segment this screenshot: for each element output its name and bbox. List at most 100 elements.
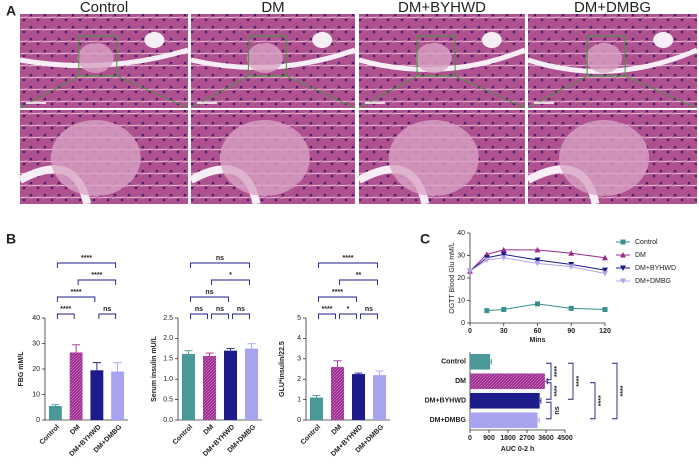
bar [372, 375, 387, 420]
y-tick-label: Control [441, 359, 466, 366]
significance-label: ns [195, 306, 203, 313]
significance-bracket [98, 313, 117, 319]
zoom-box [247, 35, 287, 77]
y-tick-label: 10 [457, 297, 465, 304]
panel-label: A [6, 3, 16, 19]
y-tick-label: 30 [32, 340, 40, 347]
error-bar [72, 344, 81, 353]
bar [330, 366, 345, 420]
y-tick-label: 5 [297, 315, 301, 322]
y-tick-label: 10 [32, 391, 40, 398]
significance-bracket [211, 279, 250, 285]
error-bar [312, 395, 321, 398]
marker [568, 250, 575, 256]
y-tick-label: DM+BYHWD [425, 398, 466, 405]
legend-label: DM+BYHWD [635, 265, 676, 272]
significance-label: **** [322, 306, 333, 313]
y-tick-label: 1.0 [163, 376, 173, 383]
panel-label: C [420, 231, 430, 247]
significance-label: ns [554, 406, 561, 414]
marker [535, 301, 540, 307]
y-tick-label: 0.0 [163, 417, 173, 424]
x-tick-label: 4500 [557, 435, 573, 442]
marker [500, 251, 507, 258]
x-tick-label: 90 [567, 328, 575, 335]
y-tick-label: 4 [297, 335, 301, 342]
x-tick-label: Control [39, 424, 62, 447]
bar [470, 373, 545, 390]
marker [602, 307, 608, 312]
x-tick-label: 3600 [538, 435, 554, 442]
x-tick-label: DM [69, 424, 82, 437]
y-tick-label: 2 [297, 376, 301, 383]
legend-marker [620, 252, 626, 258]
series-line [469, 253, 606, 272]
islet [246, 43, 283, 73]
legend-marker [620, 239, 626, 245]
zoom-box [416, 35, 456, 77]
bar [69, 352, 83, 420]
y-tick-label: 1.5 [163, 356, 173, 363]
significance-label: **** [554, 366, 561, 377]
bar [244, 348, 259, 420]
y-tick-label: 0 [461, 320, 465, 327]
significance-label: **** [71, 289, 82, 296]
y-tick-label: 0 [297, 417, 301, 424]
significance-label: **** [343, 255, 354, 262]
series-line [469, 249, 606, 272]
zoom-box [78, 35, 118, 77]
vessel [144, 32, 165, 48]
significance-label: **** [576, 376, 583, 387]
vessel [312, 32, 333, 48]
significance-label: **** [81, 255, 92, 262]
significance-bracket [190, 313, 208, 319]
error-bar [354, 372, 363, 375]
bar [351, 374, 366, 420]
legend-label: DM [635, 252, 646, 259]
significance-bracket [211, 313, 229, 319]
marker [568, 305, 574, 311]
column-header: DM+DMBG [574, 0, 651, 16]
error-bar [226, 348, 235, 351]
legend-label: Control [635, 239, 658, 246]
error-bar [92, 362, 101, 371]
histology [18, 14, 699, 205]
marker [568, 264, 575, 270]
x-tick-label: 900 [483, 435, 495, 442]
y-tick-label: 20 [32, 366, 40, 373]
marker [484, 308, 490, 314]
error-bar [247, 343, 256, 349]
error-bar [205, 352, 214, 356]
islet [415, 43, 452, 73]
y-tick-label: 1 [297, 396, 301, 403]
error-bar [537, 417, 540, 424]
marker [467, 268, 473, 275]
significance-label: ns [205, 289, 213, 296]
significance-bracket [190, 262, 250, 268]
vessel [481, 32, 502, 48]
significance-bracket [360, 313, 378, 319]
islet [586, 43, 623, 73]
y-axis-label: FBG mM/L [18, 351, 25, 387]
significance-bracket [568, 362, 574, 400]
islet-zoom [219, 120, 310, 196]
bar [470, 353, 491, 370]
significance-label: ns [237, 306, 245, 313]
y-tick-label: DM [455, 378, 466, 385]
significance-label: **** [332, 289, 343, 296]
column-header: DM+BYHWD [398, 0, 486, 16]
significance-label: **** [554, 385, 561, 396]
error-bar [333, 360, 342, 367]
error-bar [539, 397, 542, 404]
significance-bracket [190, 296, 229, 302]
significance-bracket [232, 313, 250, 319]
vessel [653, 32, 674, 48]
y-tick-label: 40 [32, 315, 40, 322]
panel-label: B [6, 231, 16, 247]
bar [48, 405, 62, 420]
significance-bracket [546, 401, 552, 420]
significance-label: ns [216, 306, 224, 313]
error-bar [490, 358, 492, 365]
marker [534, 257, 541, 263]
y-tick-label: 2.0 [163, 335, 173, 342]
